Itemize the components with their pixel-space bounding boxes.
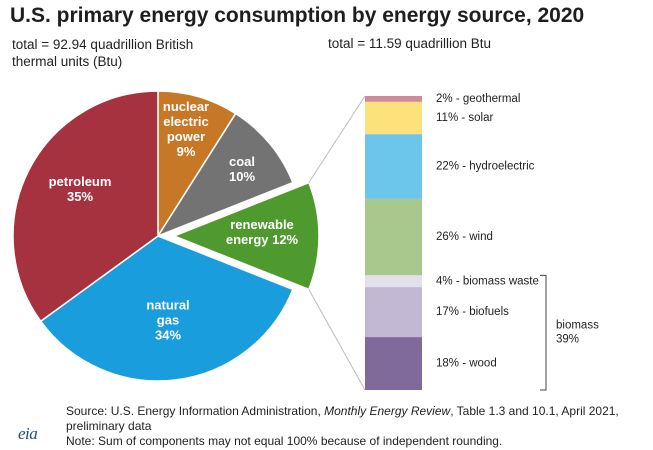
pie-slice: [39, 235, 294, 382]
connector-line-bottom: [308, 289, 366, 391]
biomass-group-label: biomass: [556, 320, 599, 332]
bar-segment-label: 11% - solar: [436, 112, 493, 124]
source-note: Source: U.S. Energy Information Administ…: [66, 404, 646, 434]
chart-title: U.S. primary energy consumption by energ…: [10, 4, 585, 27]
pie-slice: [156, 112, 294, 238]
pie-slice-label: 9%: [177, 144, 196, 159]
biomass-group-label: 39%: [556, 334, 579, 346]
pie-slice-label: petroleum: [49, 174, 112, 189]
bar-segment: [365, 96, 422, 102]
pie-slice-label: renewable: [230, 217, 294, 232]
bar-segment: [365, 287, 422, 338]
pie-slice-label: electric: [163, 114, 209, 129]
bar-segment: [365, 101, 422, 135]
bar-segment-label: 22% - hydroelectric: [436, 161, 535, 173]
pie-slice: [12, 90, 159, 323]
pie-total-label: total = 92.94 quadrillion British therma…: [12, 37, 194, 69]
biomass-bracket: [540, 274, 547, 391]
pie-slice-label: 10%: [229, 169, 255, 184]
eia-logo: eia: [18, 424, 38, 443]
connector-line-top: [308, 95, 366, 183]
pie-slice-label: coal: [229, 154, 255, 169]
bar-segment-label: 2% - geothermal: [436, 93, 520, 105]
rounding-note: Note: Sum of components may not equal 10…: [66, 434, 503, 448]
pie-slice-label: natural: [146, 297, 189, 312]
bar-segment: [365, 134, 422, 199]
bar-segment-label: 18% - wood: [436, 358, 497, 370]
renewable-stacked-bar: 2% - geothermal 11% - solar 22% - hydroele…: [365, 93, 599, 391]
bar-segment-label: 4% - biomass waste: [436, 275, 539, 287]
pie-slice-label: 34%: [155, 327, 181, 342]
pie-slice-label: energy 12%: [226, 232, 299, 247]
source-suffix: , Table 1.3 and 10.1, April 2021, prelim…: [66, 404, 619, 433]
bar-segment-label: 17% - biofuels: [436, 306, 509, 318]
connector-lines: [308, 95, 366, 391]
pie-slice-label: power: [167, 129, 205, 144]
source-publication: Monthly Energy Review: [324, 404, 451, 418]
pie-slice-label: gas: [157, 312, 179, 327]
bar-segment: [365, 337, 422, 390]
pie-slice-label: nuclear: [163, 99, 209, 114]
bar-segment-label: 26% - wind: [436, 231, 493, 243]
renewable-total-label: total = 11.59 quadrillion Btu: [328, 36, 491, 51]
bar-segment: [365, 275, 422, 288]
footer: Source: U.S. Energy Information Administ…: [66, 404, 646, 449]
source-prefix: Source: U.S. Energy Information Administ…: [66, 404, 325, 418]
pie-slice-label: 35%: [67, 189, 93, 204]
pie-slice: [157, 90, 237, 239]
bar-segment: [365, 198, 422, 276]
pie-slice: [171, 181, 320, 291]
